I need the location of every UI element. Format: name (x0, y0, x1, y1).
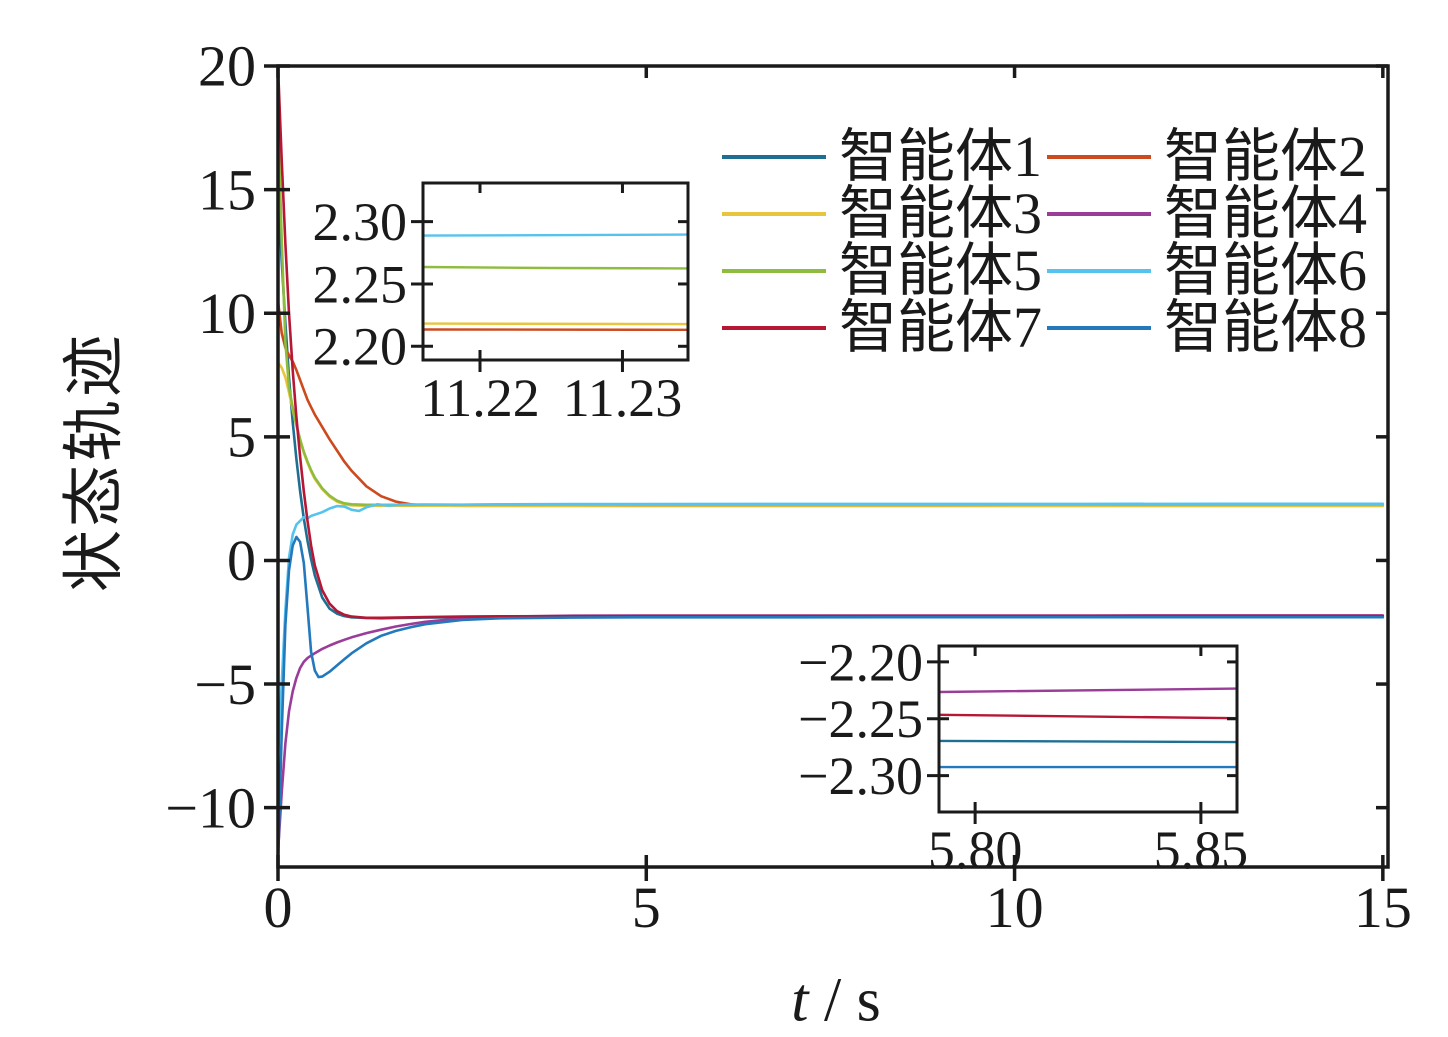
inset-lower-series-智能体7 (937, 713, 1239, 720)
legend-line-sample (722, 268, 826, 273)
legend-line-sample (722, 211, 826, 216)
legend-item-label: 智能体3 (839, 180, 1043, 246)
inset-lower-y-tick-label: −2.30 (798, 746, 923, 806)
inset-upper-y-tick-label: 2.30 (313, 192, 408, 252)
inset-upper-series-智能体5 (421, 265, 690, 270)
legend-item-agent-8: 智能体8 (1047, 294, 1368, 360)
y-axis-label: 状态轨迹 (61, 331, 129, 593)
legend-item-agent-3: 智能体3 (722, 180, 1047, 246)
legend-item-label: 智能体1 (839, 123, 1043, 189)
legend-item-label: 智能体7 (839, 294, 1043, 360)
main-y-tick-label: 5 (227, 405, 256, 470)
inset-lower-plot-box (937, 644, 1239, 814)
legend-line-sample (1047, 211, 1151, 216)
inset-lower-x-tick-label: 5.85 (1154, 820, 1249, 880)
main-y-tick-label: 20 (198, 34, 256, 99)
inset-upper-plot-box (421, 181, 690, 362)
legend: 智能体1 智能体2 智能体3 智能体4 智能体5 智能体6 智能体7 智能体8 (722, 123, 1368, 360)
main-y-tick-label: −10 (165, 775, 256, 840)
inset-lower-x-tick-label: 5.80 (928, 820, 1023, 880)
legend-item-agent-2: 智能体2 (1047, 123, 1368, 189)
inset-upper-x-tick-label: 11.22 (420, 368, 540, 428)
main-series-智能体8 (276, 535, 1385, 866)
legend-line-sample (722, 325, 826, 330)
main-y-tick-label: 10 (198, 281, 256, 346)
inset-upper-y-tick-label: 2.20 (313, 317, 408, 377)
inset-upper-x-tick-label: 11.23 (563, 368, 683, 428)
legend-item-label: 智能体6 (1164, 237, 1368, 303)
inset-lower-background (939, 646, 1237, 812)
main-y-tick-label: −5 (194, 652, 256, 717)
legend-item-label: 智能体4 (1164, 180, 1368, 246)
inset-lower-series-智能体1 (937, 739, 1239, 744)
x-axis-label-unit: / s (808, 966, 881, 1035)
x-axis-label: t / s (791, 966, 881, 1037)
main-series-智能体6 (276, 502, 1385, 760)
inset-lower-y-tick-label: −2.25 (798, 689, 923, 749)
inset-upper-y-tick-label: 2.25 (313, 254, 408, 314)
legend-line-sample (722, 154, 826, 159)
main-plot-box (276, 64, 1390, 869)
inset-upper-background (423, 183, 688, 360)
main-x-tick-label: 5 (632, 875, 661, 940)
legend-line-sample (1047, 268, 1151, 273)
legend-item-agent-4: 智能体4 (1047, 180, 1368, 246)
legend-item-agent-7: 智能体7 (722, 294, 1047, 360)
legend-item-label: 智能体5 (839, 237, 1043, 303)
inset-upper-series-智能体6 (421, 233, 690, 237)
main-y-tick-label: 0 (227, 528, 256, 593)
main-y-tick-label: 15 (198, 157, 256, 222)
legend-item-label: 智能体8 (1164, 294, 1368, 360)
inset-lower-series-智能体4 (937, 687, 1239, 694)
legend-item-label: 智能体2 (1164, 123, 1368, 189)
x-axis-label-variable: t (791, 966, 809, 1035)
main-x-tick-label: 0 (264, 875, 293, 940)
main-x-tick-label: 10 (986, 875, 1044, 940)
legend-line-sample (1047, 325, 1151, 330)
inset-upper-series-智能体3 (421, 322, 690, 326)
inset-lower-y-tick-label: −2.20 (798, 632, 923, 692)
legend-line-sample (1047, 154, 1151, 159)
legend-item-agent-5: 智能体5 (722, 237, 1047, 303)
main-x-tick-label: 15 (1354, 875, 1412, 940)
legend-item-agent-6: 智能体6 (1047, 237, 1368, 303)
legend-item-agent-1: 智能体1 (722, 123, 1047, 189)
